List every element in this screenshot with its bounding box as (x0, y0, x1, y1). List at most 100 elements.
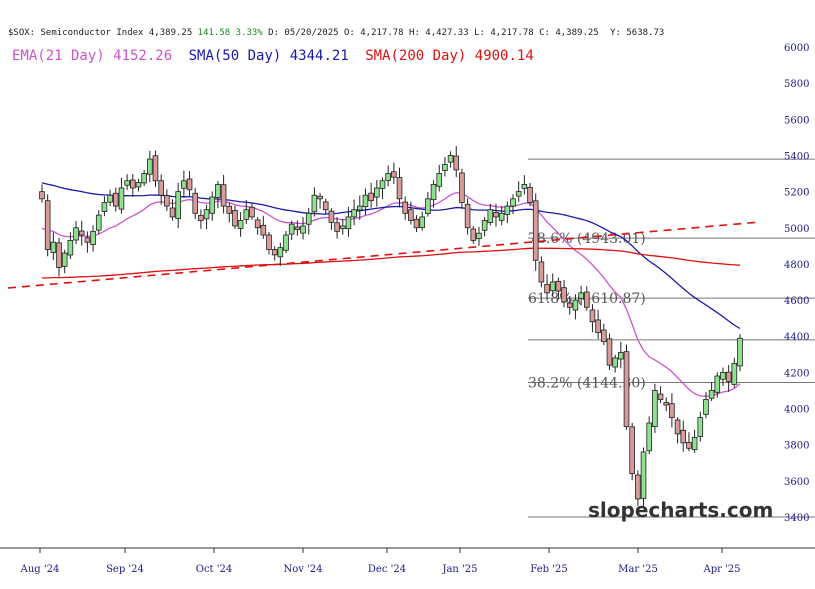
candle (95, 210, 102, 235)
candle (334, 217, 340, 239)
candle-body-up (714, 375, 721, 393)
candle-body-down (493, 211, 499, 218)
candle (725, 365, 732, 392)
candle-body-up (101, 202, 108, 213)
candle-body-down (470, 228, 477, 241)
candle-body-up (118, 187, 125, 210)
candle-body-down (198, 214, 204, 221)
candle (271, 246, 278, 261)
candle-body-down (220, 184, 227, 207)
candle-body-up (737, 337, 743, 367)
candle (90, 225, 96, 252)
candle-body-down (334, 222, 340, 232)
y-tick-label: 3600 (784, 477, 809, 488)
legend-sma50: SMA(50 Day) 4344.21 (189, 48, 349, 64)
candle-body-up (572, 299, 579, 311)
candle (328, 208, 335, 230)
y-tick-label: 5600 (784, 115, 809, 126)
candle-body-up (447, 155, 454, 163)
x-tick-label: Feb '25 (530, 564, 567, 575)
candle-body-down (44, 200, 51, 250)
candle (73, 221, 79, 245)
candle (351, 199, 357, 226)
candle (640, 447, 647, 506)
candle (305, 207, 312, 235)
candle-body-down (84, 237, 91, 243)
candle (623, 344, 630, 430)
candle (697, 411, 704, 442)
y-tick-label: 3400 (784, 513, 809, 524)
candle (391, 162, 397, 184)
candle-body-down (663, 402, 670, 406)
candle (67, 232, 74, 259)
candle-body-down (322, 201, 329, 211)
candle (708, 381, 715, 402)
candle (396, 167, 403, 208)
candle-body-down (317, 195, 323, 200)
candle (169, 199, 176, 221)
x-tick-label: Mar '25 (618, 564, 658, 575)
candle (203, 204, 210, 230)
candle (652, 383, 658, 434)
candle-body-up (243, 209, 250, 220)
candle (510, 194, 516, 214)
sma50-line (41, 182, 741, 330)
candle (464, 198, 471, 235)
candle (493, 203, 499, 227)
candle-body-up (731, 362, 738, 385)
candle (232, 205, 238, 229)
candle (107, 189, 113, 207)
candle (583, 286, 590, 311)
candle-body-up (720, 371, 726, 380)
candle-body-down (56, 242, 62, 268)
candle-body-down (657, 393, 664, 400)
candle-body-up (425, 198, 431, 215)
candle (447, 151, 454, 168)
y-tick-label: 5200 (784, 188, 809, 199)
candle (277, 242, 284, 266)
candle (368, 183, 374, 208)
candle (226, 202, 233, 223)
candle (686, 432, 692, 452)
candle (266, 231, 272, 255)
candle (737, 334, 743, 372)
candle-body-up (135, 182, 142, 188)
header-line: $SOX: Semiconductor Index 4,389.25 141.5… (8, 28, 664, 38)
header-change-pct: 3.33% (236, 28, 264, 38)
candle-body-down (453, 155, 460, 171)
candle-body-up (504, 205, 511, 215)
candle (283, 230, 289, 254)
candle-body-up (237, 220, 244, 229)
candle (555, 277, 562, 300)
candle (243, 199, 250, 224)
candle (680, 420, 687, 452)
candle (135, 178, 142, 192)
candle-body-up (652, 390, 658, 428)
candle (39, 184, 45, 203)
candle (50, 232, 57, 261)
candle (481, 216, 488, 237)
candle (498, 206, 505, 226)
candle-body-up (50, 241, 57, 253)
candle-body-up (436, 173, 443, 187)
candle (339, 218, 346, 235)
candle-body-down (680, 429, 687, 444)
candle (379, 177, 386, 200)
candle (703, 391, 709, 419)
candle-body-down (396, 177, 403, 200)
x-tick-label: Nov '24 (283, 564, 322, 575)
header-last: 4,389.25 (149, 28, 192, 38)
candle-body-down (544, 284, 550, 294)
candle (442, 156, 448, 177)
candle (646, 416, 653, 455)
y-tick-label: 4200 (784, 368, 809, 379)
candle (578, 285, 584, 306)
candle-body-down (391, 171, 397, 178)
watermark: slopecharts.com (588, 498, 773, 522)
candle (566, 295, 573, 315)
candle-body-down (555, 280, 562, 292)
candle-body-down (226, 205, 233, 214)
candle (430, 180, 437, 208)
candle-body-down (402, 201, 408, 214)
candle (629, 422, 635, 481)
